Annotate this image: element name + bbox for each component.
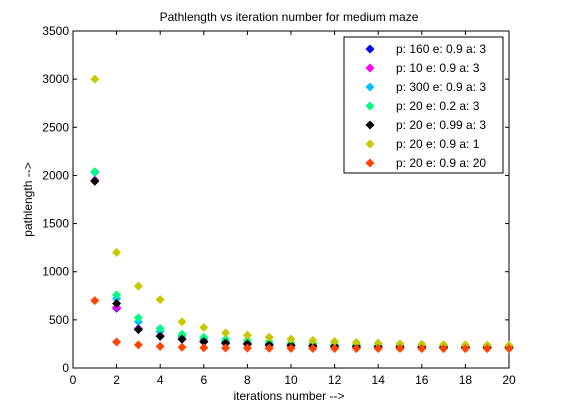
data-points	[90, 74, 514, 354]
legend-label: p: 20 e: 0.9 a: 1	[396, 137, 480, 151]
data-point	[133, 313, 143, 323]
legend: p: 160 e: 0.9 a: 3 p: 10 e: 0.9 a: 3 p: 30…	[343, 36, 504, 174]
legend-label: p: 160 e: 0.9 a: 3	[396, 42, 486, 56]
data-point	[177, 342, 187, 352]
data-point	[308, 336, 318, 346]
chart-title: Pathlength vs iteration number for mediu…	[160, 10, 419, 24]
data-point	[155, 341, 165, 351]
y-tick-label: 1500	[42, 217, 69, 231]
data-point	[221, 343, 231, 353]
legend-label: p: 300 e: 0.9 a: 3	[396, 80, 486, 94]
data-point	[330, 337, 340, 347]
data-point	[286, 334, 296, 344]
data-point	[90, 74, 100, 84]
x-tick-label: 14	[372, 373, 386, 387]
data-point	[330, 343, 340, 353]
data-point	[90, 296, 100, 306]
x-tick-label: 4	[157, 373, 164, 387]
data-point	[177, 329, 187, 339]
x-tick-label: 8	[244, 373, 251, 387]
data-point	[133, 324, 143, 334]
data-point	[221, 328, 231, 338]
data-point	[264, 343, 274, 353]
y-tick-label: 3500	[42, 24, 69, 38]
x-axis-label: iterations number -->	[233, 389, 344, 403]
y-tick-label: 1000	[42, 265, 69, 279]
legend-marker	[365, 44, 375, 54]
data-point	[155, 331, 165, 341]
data-point	[439, 344, 449, 354]
data-point	[417, 344, 427, 354]
legend-label: p: 10 e: 0.9 a: 3	[396, 61, 480, 75]
data-point	[373, 338, 383, 348]
legend-marker	[365, 101, 375, 111]
data-point	[112, 337, 122, 347]
legend-marker	[365, 63, 375, 73]
y-tick-label: 0	[62, 361, 69, 375]
x-tick-label: 12	[328, 373, 342, 387]
legend-label: p: 20 e: 0.2 a: 3	[396, 99, 480, 113]
data-point	[351, 337, 361, 347]
data-point	[199, 343, 209, 353]
data-point	[504, 344, 514, 354]
legend-marker	[365, 82, 375, 92]
y-tick-label: 2000	[42, 168, 69, 182]
data-point	[264, 332, 274, 342]
data-point	[112, 247, 122, 257]
x-tick-label: 18	[459, 373, 473, 387]
data-point	[351, 344, 361, 354]
data-point	[155, 324, 165, 334]
legend-marker	[365, 158, 375, 168]
data-point	[112, 298, 122, 308]
data-point	[133, 281, 143, 291]
data-point	[482, 344, 492, 354]
y-tick-label: 500	[49, 313, 69, 327]
data-point	[90, 176, 100, 186]
data-point	[242, 343, 252, 353]
legend-label: p: 20 e: 0.9 a: 20	[396, 156, 486, 170]
x-tick-label: 6	[200, 373, 207, 387]
y-tick-label: 2500	[42, 120, 69, 134]
x-tick-label: 2	[113, 373, 120, 387]
data-point	[221, 338, 231, 348]
y-tick-label: 3000	[42, 72, 69, 86]
data-point	[133, 340, 143, 350]
data-point	[177, 334, 187, 344]
axis-ticks: 0 2 4 6 8 10 12 14 16 18 20 0 500 1000 1500 2000 2500 300…	[42, 24, 516, 387]
data-point	[155, 295, 165, 305]
data-point	[460, 344, 470, 354]
data-point	[395, 339, 405, 349]
x-tick-label: 10	[284, 373, 298, 387]
data-point	[395, 344, 405, 354]
data-point	[90, 167, 100, 177]
x-tick-label: 0	[70, 373, 77, 387]
data-point	[199, 337, 209, 347]
data-point	[199, 323, 209, 333]
data-point	[112, 290, 122, 300]
x-tick-label: 20	[502, 373, 516, 387]
data-point	[177, 317, 187, 327]
x-tick-label: 16	[415, 373, 429, 387]
data-point	[308, 343, 318, 353]
data-point	[286, 343, 296, 353]
legend-marker	[365, 120, 375, 130]
data-point	[242, 330, 252, 340]
data-point	[373, 344, 383, 354]
series-6	[90, 296, 514, 354]
legend-marker	[365, 139, 375, 149]
legend-label: p: 20 e: 0.99 a: 3	[396, 118, 486, 132]
y-axis-label: pathlength -->	[21, 162, 35, 236]
